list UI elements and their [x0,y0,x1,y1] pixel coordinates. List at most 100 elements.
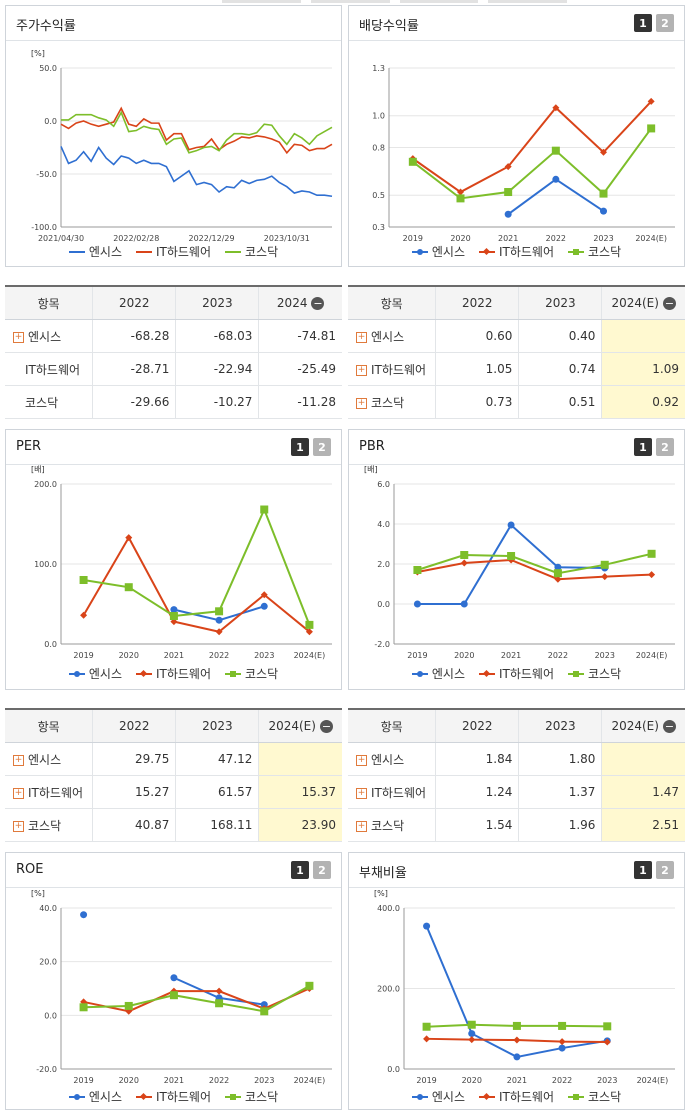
row-label: 엔시스 [371,752,405,767]
data-point [80,611,88,619]
data-point [553,569,562,578]
legend-item[interactable]: 코스닥 [225,243,278,260]
legend-item[interactable]: 엔시스 [411,665,465,682]
legend-marker [568,247,585,257]
legend-item[interactable]: 코스닥 [568,665,621,682]
row-label: 엔시스 [28,752,62,767]
legend-marker [68,247,85,257]
data-point [457,188,464,196]
column-header: 2022 [92,709,176,743]
data-point [603,1022,612,1031]
expand-icon[interactable]: + [356,754,367,766]
data-point [468,1036,476,1044]
panel-title: PBR [359,439,385,454]
legend-item[interactable]: 코스닥 [225,1088,278,1105]
data-point [260,1007,269,1016]
series-line [412,127,652,200]
legend-marker [225,1092,242,1102]
legend-marker [225,247,242,257]
y-tick-label: -50.0 [36,170,57,179]
value-cell: -29.66 [92,385,176,419]
column-header: 항목 [348,286,436,320]
expand-icon[interactable]: + [356,364,367,376]
legend-item[interactable]: IT하드웨어 [135,665,211,682]
table-row: IT하드웨어 -28.71 -22.94 -25.49 [5,352,342,386]
column-header: 항목 [5,286,93,320]
view-2-button[interactable]: 2 [656,861,674,879]
view-1-button[interactable]: 1 [634,861,652,879]
legend-item[interactable]: 코스닥 [568,243,621,260]
value-cell: 15.27 [92,775,176,809]
legend-label: 코스닥 [245,667,279,681]
collapse-icon[interactable]: − [662,297,676,310]
table-row: + 엔시스 0.60 0.40 [348,319,685,353]
legend-item[interactable]: 엔시스 [411,1088,465,1105]
view-1-button[interactable]: 1 [634,438,652,456]
legend-marker [68,669,85,679]
column-header: 항목 [348,709,436,743]
row-label: 엔시스 [28,329,62,344]
legend-marker [568,1092,585,1102]
view-1-button[interactable]: 1 [634,14,652,32]
legend-item[interactable]: 엔시스 [411,243,465,260]
view-2-button[interactable]: 2 [313,438,331,456]
y-tick-label: 0.0 [387,1065,400,1074]
legend-label: 엔시스 [431,245,465,259]
expand-icon[interactable]: + [356,397,367,409]
view-1-button[interactable]: 1 [291,861,309,879]
column-header: 2024− [258,286,342,320]
legend-item[interactable]: 코스닥 [225,665,278,682]
legend-item[interactable]: IT하드웨어 [135,1088,211,1105]
y-unit-label: [배] [31,465,45,474]
pbr-chart: [배] 6.0 4.0 2.0 0.0 -2.0 2019 2020 2021 2022 2023 2… [364,465,675,660]
data-point [423,922,431,930]
collapse-icon[interactable]: − [311,297,325,310]
view-2-button[interactable]: 2 [656,14,674,32]
column-header: 2023 [518,709,602,743]
x-tick-label: 2021 [164,1076,184,1085]
data-point [558,1044,566,1052]
legend-item[interactable]: IT하드웨어 [478,1088,554,1105]
expand-icon[interactable]: + [13,754,24,766]
data-point [468,1030,476,1038]
view-2-button[interactable]: 2 [656,438,674,456]
series-line [83,984,310,1013]
legend-label: 코스닥 [588,245,622,259]
legend-label: 엔시스 [431,667,465,681]
view-1-button[interactable]: 1 [291,438,309,456]
legend-item[interactable]: 엔시스 [68,665,122,682]
legend-item[interactable]: 엔시스 [68,1088,122,1105]
legend-marker [478,247,495,257]
collapse-icon[interactable]: − [319,720,333,733]
expand-icon[interactable]: + [356,331,367,343]
expand-icon[interactable]: + [356,820,367,832]
legend-item[interactable]: 코스닥 [568,1088,621,1105]
column-header: 항목 [5,709,93,743]
legend-item[interactable]: IT하드웨어 [478,243,554,260]
data-point [215,628,223,636]
expand-icon[interactable]: + [13,787,24,799]
data-point [305,981,314,990]
panel-title: PER [16,439,42,454]
expand-icon[interactable]: + [13,820,24,832]
view-2-button[interactable]: 2 [313,861,331,879]
expand-icon[interactable]: + [356,787,367,799]
legend-item[interactable]: 엔시스 [68,243,122,260]
legend-item[interactable]: IT하드웨어 [478,665,554,682]
x-tick-label: 2023 [254,1076,274,1085]
value-cell [601,319,685,353]
data-point [260,591,268,599]
data-point [601,573,609,581]
value-cell: 0.92 [601,385,685,419]
legend-marker [411,669,428,679]
row-label-cell: + 엔시스 [348,742,436,776]
value-cell: -74.81 [258,319,342,353]
legend-item[interactable]: IT하드웨어 [135,243,211,260]
series-line [417,552,652,575]
data-point [80,911,88,919]
data-point [456,194,465,203]
collapse-icon[interactable]: − [662,720,676,733]
expand-icon[interactable]: + [13,331,24,343]
